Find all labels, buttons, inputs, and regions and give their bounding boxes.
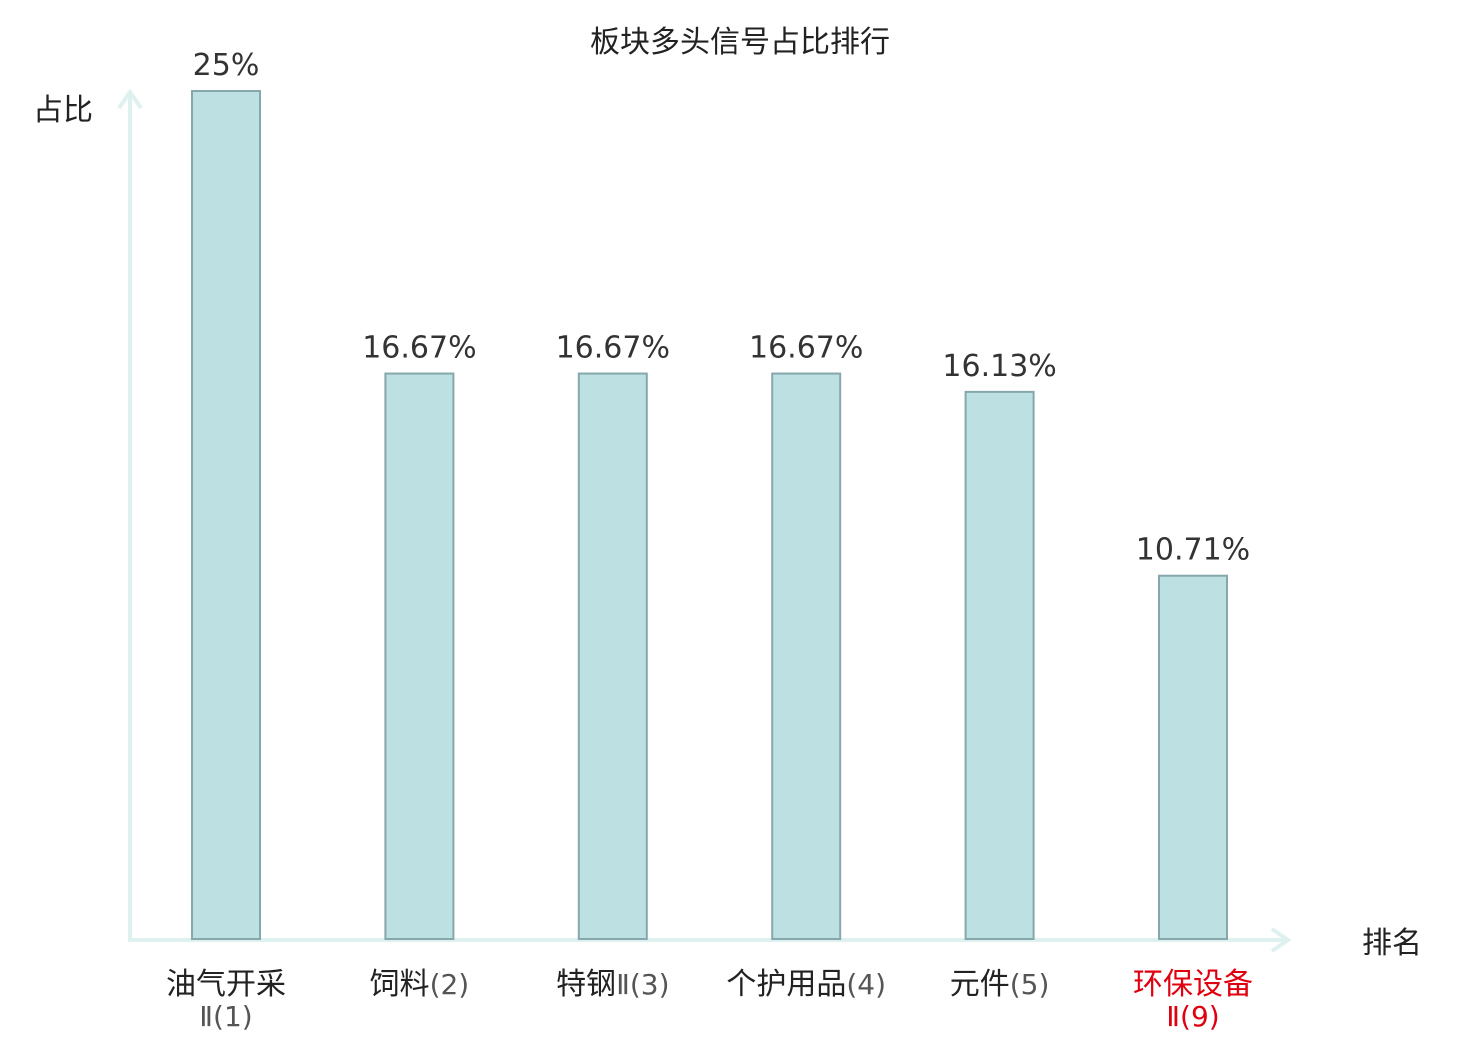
bars (191, 90, 1228, 940)
value-labels: 25% 16.67% 16.67% 16.67% 16.13% 10.71% (193, 48, 1251, 568)
bar (1158, 574, 1228, 940)
category-rank: Ⅱ(9) (1166, 1000, 1219, 1033)
category-label: 特钢Ⅱ(3) (556, 967, 669, 1002)
y-axis-arrow (117, 88, 143, 110)
category-name: 元件 (950, 967, 1010, 1002)
value-label: 16.67% (556, 331, 670, 366)
category-name: 特钢 (556, 967, 616, 1002)
category-name: 饲料 (370, 967, 430, 1002)
bar (191, 90, 261, 940)
bar (384, 372, 455, 940)
category-rank: (4) (846, 968, 886, 1001)
category-rank: (5) (1010, 968, 1050, 1001)
value-label: 16.67% (362, 331, 476, 366)
chart-title: 板块多头信号占比排行 (590, 25, 890, 60)
bar (577, 372, 648, 940)
category-name: 个护用品 (726, 967, 846, 1002)
category-rank: Ⅱ(1) (199, 1000, 252, 1033)
category-label: 饲料(2) (370, 967, 470, 1002)
category-label: 油气开采 (166, 967, 286, 1002)
category-rank: Ⅱ(3) (616, 968, 669, 1001)
x-axis-label: 排名 (1362, 926, 1422, 961)
category-rank: (2) (430, 968, 470, 1001)
axes (117, 88, 1292, 953)
bar (771, 372, 842, 940)
value-label: 16.67% (749, 331, 863, 366)
value-label: 25% (193, 48, 260, 83)
category-label: 元件(5) (950, 967, 1050, 1002)
value-label: 10.71% (1136, 533, 1250, 568)
category-label: 环保设备 (1133, 967, 1253, 1002)
category-label: 个护用品(4) (726, 967, 886, 1002)
x-axis-arrow (1270, 927, 1292, 953)
value-label: 16.13% (942, 349, 1056, 384)
bar (964, 390, 1035, 940)
y-axis-label: 占比 (33, 93, 93, 128)
